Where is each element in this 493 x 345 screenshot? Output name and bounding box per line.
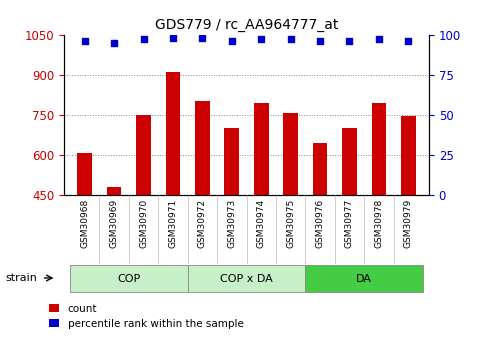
- Text: GSM30970: GSM30970: [139, 198, 148, 248]
- Bar: [401, 116, 416, 195]
- Text: DA: DA: [356, 274, 372, 284]
- Text: GSM30976: GSM30976: [316, 198, 324, 248]
- Point: [375, 37, 383, 42]
- Point: [257, 37, 265, 42]
- Bar: [70, 265, 188, 292]
- Bar: [188, 265, 305, 292]
- Bar: [305, 265, 423, 292]
- Point: [140, 37, 147, 42]
- Text: strain: strain: [5, 273, 37, 283]
- Text: GSM30978: GSM30978: [374, 198, 384, 248]
- Bar: [254, 103, 269, 195]
- Bar: [136, 115, 151, 195]
- Text: GSM30968: GSM30968: [80, 198, 89, 248]
- Text: COP x DA: COP x DA: [220, 274, 273, 284]
- Bar: [107, 187, 121, 195]
- Point: [346, 38, 353, 44]
- Bar: [283, 114, 298, 195]
- Point: [316, 38, 324, 44]
- Point: [228, 38, 236, 44]
- Point: [198, 35, 206, 40]
- Text: GSM30979: GSM30979: [404, 198, 413, 248]
- Title: GDS779 / rc_AA964777_at: GDS779 / rc_AA964777_at: [155, 18, 338, 32]
- Point: [287, 37, 295, 42]
- Legend: count, percentile rank within the sample: count, percentile rank within the sample: [45, 299, 247, 333]
- Text: GSM30977: GSM30977: [345, 198, 354, 248]
- Point: [404, 38, 412, 44]
- Text: GSM30971: GSM30971: [169, 198, 177, 248]
- Point: [81, 38, 89, 44]
- Text: GSM30973: GSM30973: [227, 198, 236, 248]
- Text: GSM30972: GSM30972: [198, 198, 207, 247]
- Bar: [166, 72, 180, 195]
- Text: COP: COP: [117, 274, 141, 284]
- Bar: [313, 143, 327, 195]
- Point: [169, 35, 177, 40]
- Text: GSM30974: GSM30974: [257, 198, 266, 247]
- Bar: [372, 103, 386, 195]
- Text: GSM30969: GSM30969: [109, 198, 119, 248]
- Point: [110, 40, 118, 45]
- Text: GSM30975: GSM30975: [286, 198, 295, 248]
- Bar: [224, 128, 239, 195]
- Bar: [342, 128, 357, 195]
- Bar: [77, 154, 92, 195]
- Bar: [195, 101, 210, 195]
